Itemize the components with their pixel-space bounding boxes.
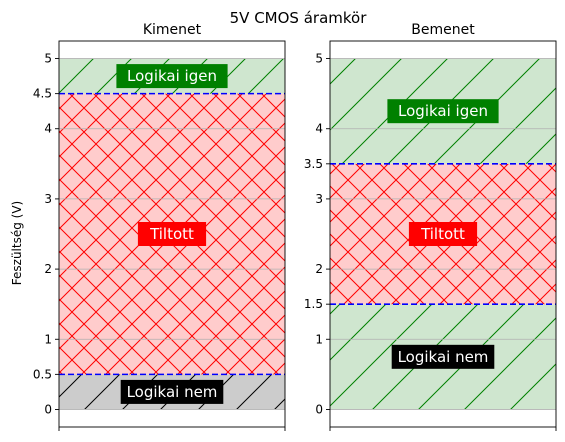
region-label-box [387,99,499,124]
region-label-text: Logikai igen [127,67,217,85]
region-label-box [137,222,207,246]
y-tick-label: 1.5 [304,297,323,311]
region-label: Logikai nem [391,344,495,369]
region-label: Tiltott [137,222,207,246]
y-tick-label: 2 [315,262,323,276]
axes-frame [329,40,557,428]
region-label-text: Tiltott [149,225,194,243]
region-label-box [408,222,478,246]
y-tick-label: 3 [44,192,52,206]
y-tick-label: 5 [44,52,52,66]
region-label-text: Logikai nem [127,383,218,401]
region-label-box [120,379,224,404]
y-tick-label: 1 [315,332,323,346]
panel-title: Kimenet [143,22,202,38]
y-tick-label: 5 [315,52,323,66]
y-tick-label: 0 [44,402,52,416]
y-tick-label: 4 [315,122,323,136]
region-label: Logikai igen [116,64,228,89]
axes-frame [58,40,286,428]
region-label-box [391,344,495,369]
region-label-text: Logikai nem [398,348,489,366]
y-tick-label: 2 [44,262,52,276]
panel-bemenet: Logikai nem Tiltott Logikai igen 0 1 2 3 4 5 1.5 3… [304,22,557,431]
y-axis-label: Feszültség (V) [10,201,24,285]
region-label-text: Logikai igen [398,102,488,120]
region-label: Logikai nem [120,379,224,404]
chart-title: 5V CMOS áramkör [230,9,368,27]
panel-kimenet: Logikai nem Tiltott Logikai igen 0 1 2 3 4 5 0.5 4… [33,22,286,431]
y-tick-label: 4 [44,122,52,136]
y-tick-label: 4.5 [33,87,52,101]
panel-title: Bemenet [411,22,475,38]
y-tick-label: 1 [44,332,52,346]
y-tick-label: 3.5 [304,157,323,171]
region-label: Tiltott [408,222,478,246]
y-tick-label: 3 [315,192,323,206]
region-label-text: Tiltott [420,225,465,243]
region-label-box [116,64,228,89]
region-label: Logikai igen [387,99,499,124]
y-tick-label: 0 [315,402,323,416]
y-tick-label: 0.5 [33,367,52,381]
